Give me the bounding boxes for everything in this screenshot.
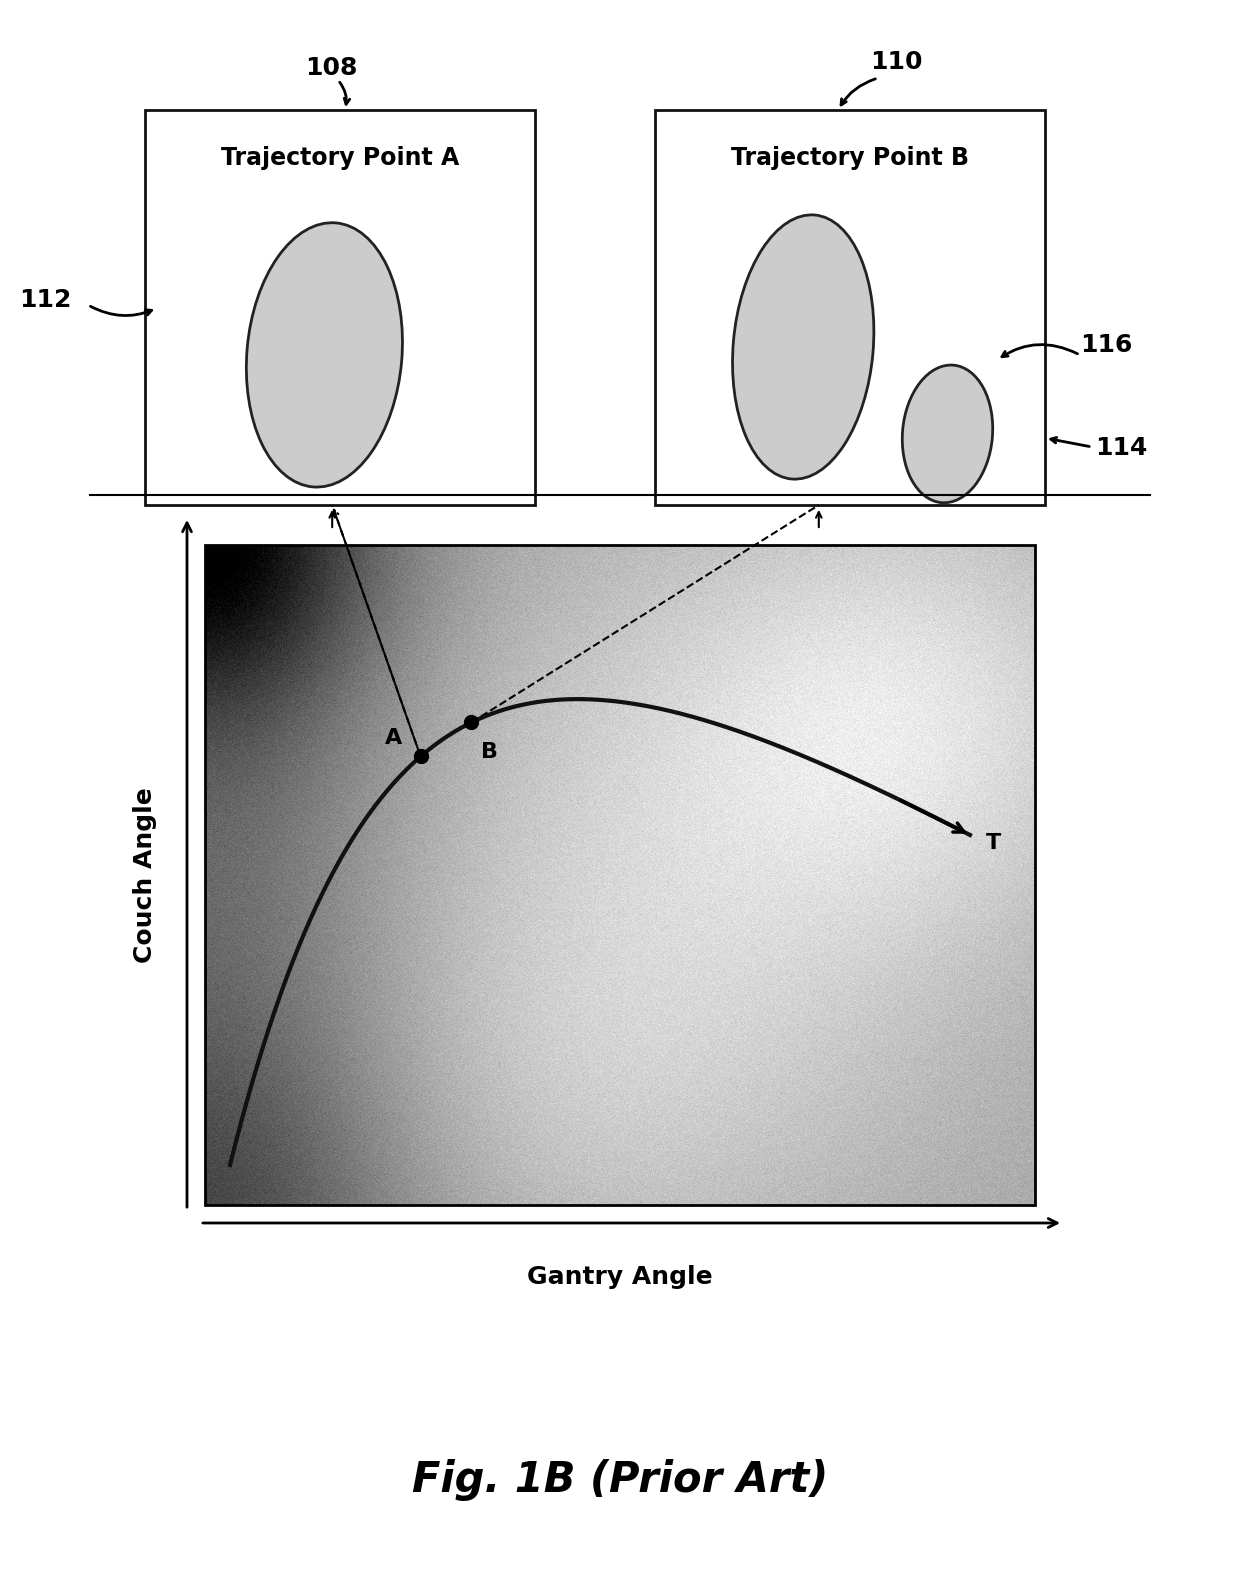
Bar [145,111,534,506]
Ellipse shape [903,365,993,502]
Ellipse shape [733,215,874,479]
Text: 108: 108 [305,55,357,81]
Ellipse shape [247,223,403,487]
Bar [205,545,1035,1206]
Text: Couch Angle: Couch Angle [133,787,157,962]
Text: A: A [386,728,403,749]
Text: Trajectory Point A: Trajectory Point A [221,145,459,171]
Text: 110: 110 [870,51,923,74]
Text: Trajectory Point B: Trajectory Point B [732,145,968,171]
Text: Gantry Angle: Gantry Angle [527,1266,713,1289]
Text: Fig. 1B (Prior Art): Fig. 1B (Prior Art) [412,1458,828,1501]
Text: T: T [986,833,1001,853]
Text: 114: 114 [1095,436,1147,460]
Text: B: B [481,743,498,763]
Text: 116: 116 [1080,333,1132,357]
Bar [655,111,1045,506]
Text: 112: 112 [20,288,72,311]
